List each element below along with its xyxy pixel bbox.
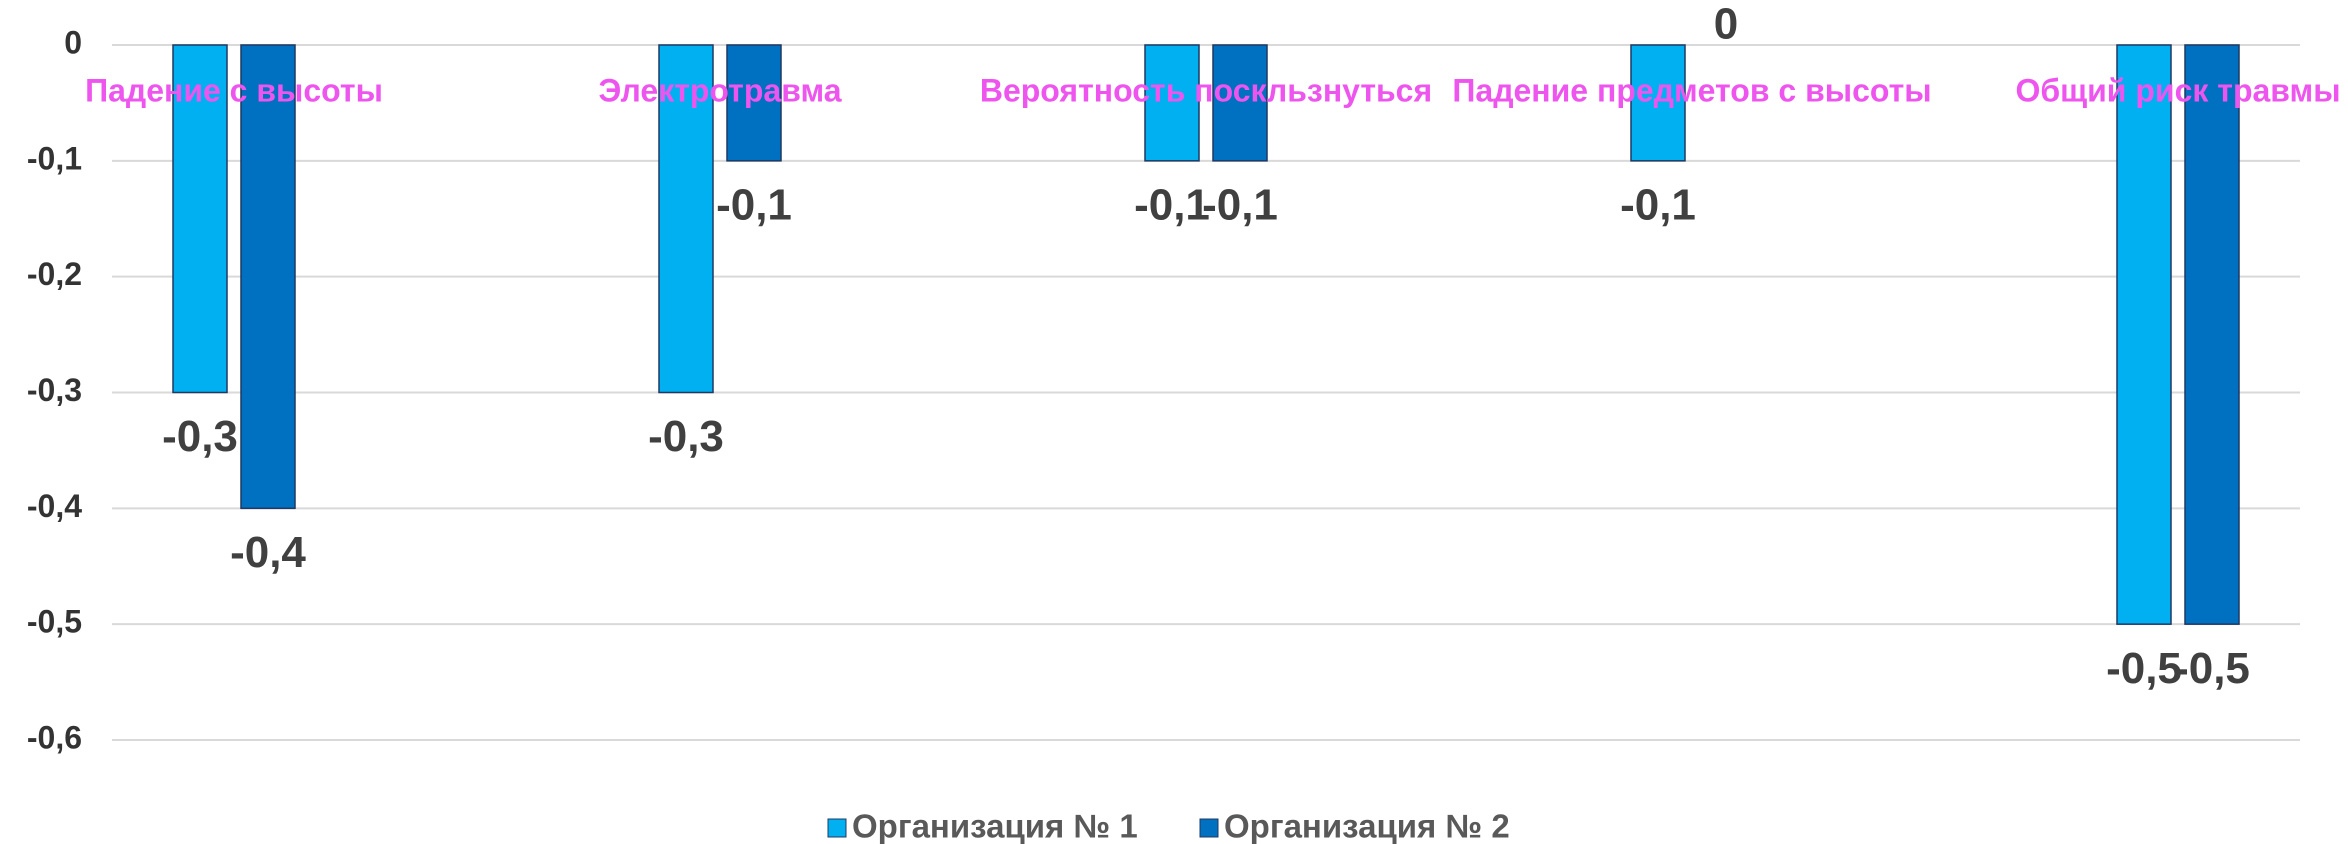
bar [2184, 44, 2240, 625]
legend-label: Организация № 2 [1224, 808, 1510, 844]
bar [1144, 44, 1200, 162]
y-tick-label: -0,6 [27, 719, 82, 755]
y-tick-label: -0,4 [27, 488, 82, 524]
category-label: Падение с высоты [85, 72, 383, 108]
value-label: -0,5 [2106, 644, 2182, 693]
category-label: Электротравма [599, 72, 842, 108]
bar [2116, 44, 2172, 625]
y-tick-label: -0,5 [27, 604, 82, 640]
legend-swatch [827, 818, 847, 838]
legend-swatch [1199, 818, 1219, 838]
y-tick-label: 0 [64, 24, 82, 60]
bar [658, 44, 714, 394]
bar [726, 44, 782, 162]
y-tick-label: -0,1 [27, 140, 82, 176]
bar [1212, 44, 1268, 162]
legend-label: Организация № 1 [852, 808, 1138, 844]
value-label: 0 [1714, 0, 1738, 49]
bar [172, 44, 228, 394]
y-tick-label: -0,3 [27, 372, 82, 408]
category-label: Общий риск травмы [2015, 72, 2340, 108]
y-tick-label: -0,2 [27, 256, 82, 292]
category-label: Падение предметов с высоты [1452, 72, 1931, 108]
bar [1630, 44, 1686, 162]
value-label: -0,1 [1134, 180, 1210, 229]
value-label: -0,1 [716, 180, 792, 229]
value-label: -0,3 [162, 412, 238, 461]
value-label: -0,1 [1202, 180, 1278, 229]
value-label: -0,5 [2174, 644, 2250, 693]
value-label: -0,1 [1620, 180, 1696, 229]
value-label: -0,4 [230, 528, 306, 577]
category-label: Вероятность поскльзнуться [980, 72, 1432, 108]
value-label: -0,3 [648, 412, 724, 461]
bar [240, 44, 296, 510]
